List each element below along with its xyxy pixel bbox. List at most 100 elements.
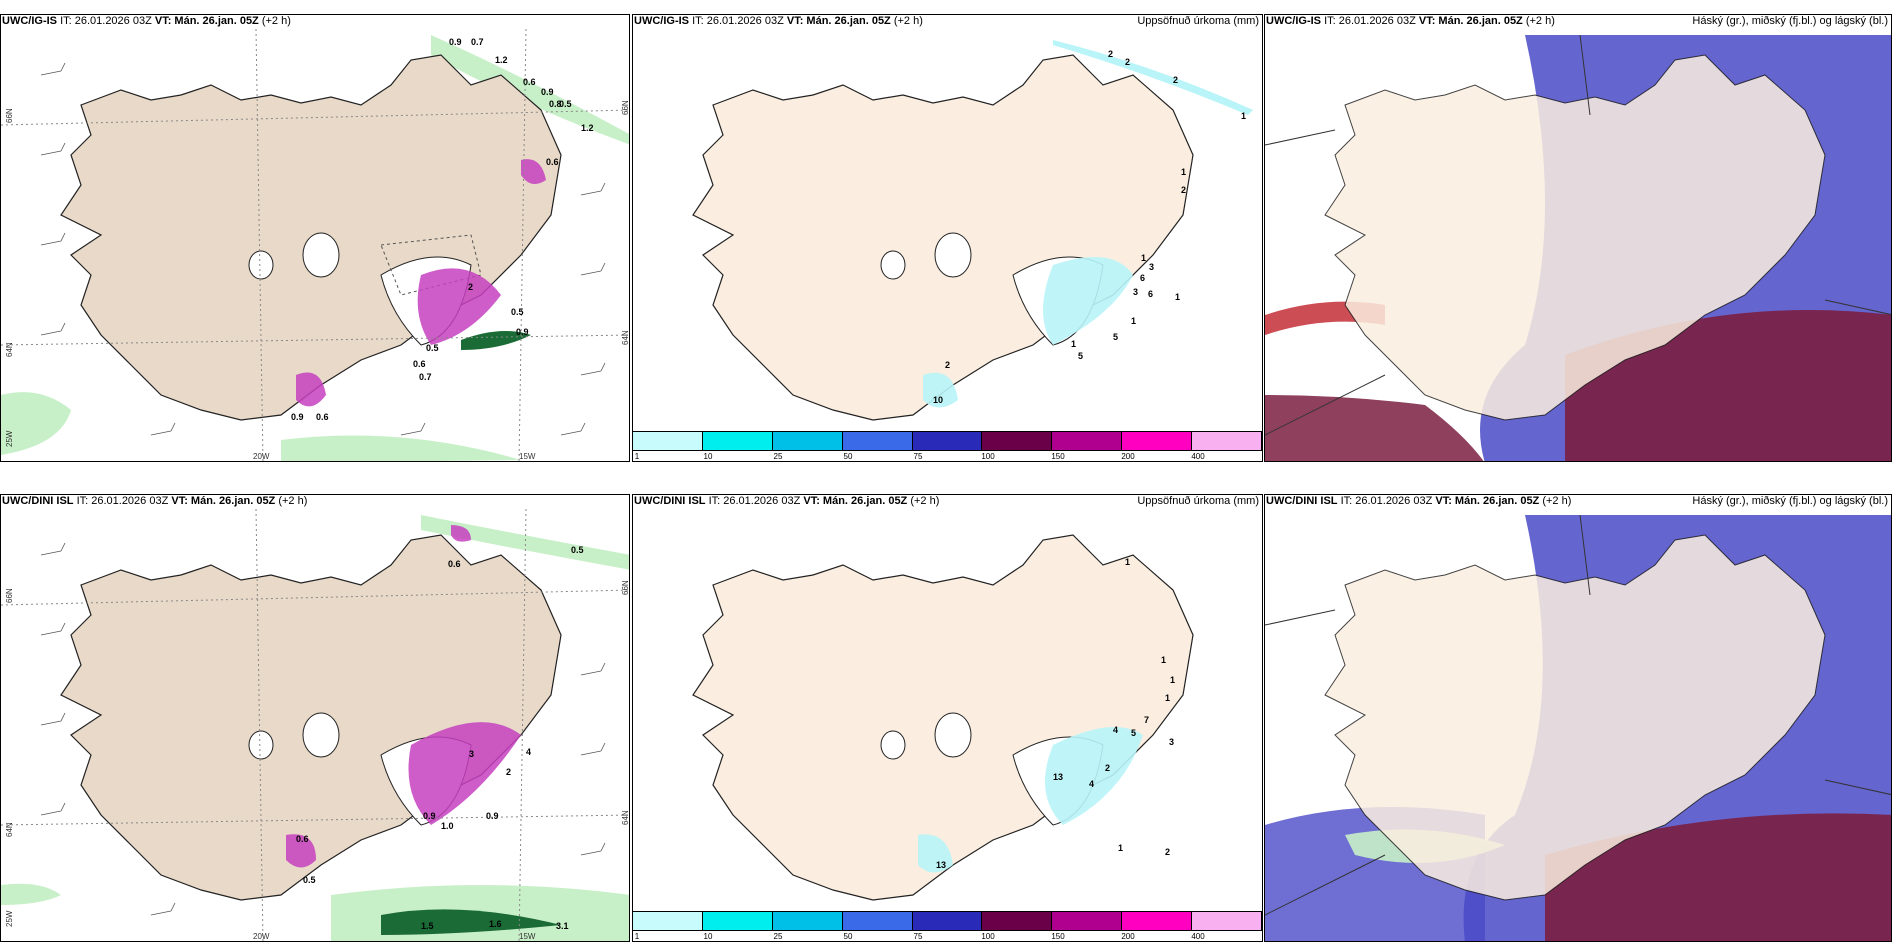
svg-text:1: 1 — [1181, 167, 1186, 177]
lon-label-20w: 20W — [253, 932, 270, 941]
valid-time: VT: Mán. 26.jan. 05Z — [154, 15, 259, 27]
precip-map: 1 1 1 1 7 5 4 3 2 4 13 1 2 13 — [692, 534, 1194, 901]
map-panel-clouds-2: UWC/DINI ISL IT: 26.01.2026 03Z VT: Mán.… — [1264, 494, 1892, 942]
model-name: UWC/DINI ISL — [634, 495, 706, 507]
lon-label-15w: 15W — [519, 932, 536, 941]
iceland-landmass — [1324, 534, 1826, 901]
cbar-label: 1 — [634, 932, 640, 941]
cbar-seg — [1122, 912, 1193, 930]
cloud-map — [1265, 34, 1891, 461]
precip-values: 0.5 0.6 0.9 1.0 0.9 0.5 3 2 4 0.6 1.5 3.… — [296, 545, 584, 931]
forecast-offset: (+2 h) — [1525, 15, 1555, 27]
init-time: IT: 26.01.2026 03Z — [692, 15, 784, 27]
svg-text:2: 2 — [1108, 49, 1113, 59]
cbar-label: 25 — [773, 932, 783, 941]
svg-text:1: 1 — [1161, 655, 1166, 665]
colorbar-labels: 1 10 25 50 75 100 150 200 400 — [633, 451, 1262, 461]
lat-label-64n: 64N — [5, 822, 14, 837]
svg-text:1: 1 — [1141, 253, 1146, 263]
cbar-label: 75 — [913, 452, 923, 461]
svg-text:0.6: 0.6 — [296, 834, 309, 844]
svg-text:0.8: 0.8 — [549, 99, 562, 109]
svg-text:1: 1 — [1170, 675, 1175, 685]
forecast-offset: (+2 h) — [893, 15, 923, 27]
svg-text:3: 3 — [1133, 287, 1138, 297]
svg-text:6: 6 — [1140, 273, 1145, 283]
svg-text:0.5: 0.5 — [303, 875, 316, 885]
init-time: IT: 26.01.2026 03Z — [708, 495, 801, 507]
panel-title: UWC/DINI ISL IT: 26.01.2026 03Z VT: Mán.… — [2, 495, 307, 507]
svg-text:0.7: 0.7 — [419, 372, 432, 382]
init-time: IT: 26.01.2026 03Z — [60, 15, 152, 27]
init-time: IT: 26.01.2026 03Z — [1324, 15, 1416, 27]
cbar-label: 50 — [843, 452, 853, 461]
forecast-offset: (+2 h) — [910, 495, 940, 507]
cbar-seg — [1122, 432, 1193, 450]
svg-text:0.9: 0.9 — [423, 811, 436, 821]
forecast-offset: (+2 h) — [278, 495, 308, 507]
colorbar: 1 10 25 50 75 100 150 200 400 — [633, 911, 1262, 941]
svg-text:1: 1 — [1071, 339, 1076, 349]
wind-barbs — [40, 62, 606, 436]
cbar-label: 200 — [1121, 932, 1135, 941]
svg-text:1.5: 1.5 — [421, 921, 434, 931]
map-panel-precip-1: UWC/IG-IS IT: 26.01.2026 03Z VT: Mán. 26… — [632, 14, 1263, 462]
cbar-label: 75 — [913, 932, 923, 941]
precip-map: 2 2 2 1 1 2 1 3 6 3 6 1 1 5 1 5 2 10 — [692, 40, 1253, 421]
map-panel-wind-2: UWC/DINI ISL IT: 26.01.2026 03Z VT: Mán.… — [0, 494, 630, 942]
cbar-seg — [633, 912, 703, 930]
svg-text:13: 13 — [936, 860, 946, 870]
cloud-map — [1265, 514, 1891, 941]
lon-label-25w: 25W — [5, 430, 14, 447]
svg-text:2: 2 — [506, 767, 511, 777]
precip-values: 0.9 0.7 1.2 0.6 0.9 0.8 0.5 1.2 0.6 2 0.… — [291, 37, 594, 422]
svg-text:3: 3 — [1149, 262, 1154, 272]
svg-text:1.6: 1.6 — [489, 919, 502, 929]
svg-text:2: 2 — [1105, 763, 1110, 773]
cbar-seg — [912, 912, 983, 930]
panel-title: UWC/DINI ISL IT: 26.01.2026 03Z VT: Mán.… — [634, 495, 939, 507]
init-time: IT: 26.01.2026 03Z — [1340, 495, 1433, 507]
svg-text:7: 7 — [1144, 715, 1149, 725]
svg-text:0.6: 0.6 — [448, 559, 461, 569]
colorbar-swatches — [633, 431, 1262, 451]
panel-title: UWC/DINI ISL IT: 26.01.2026 03Z VT: Mán.… — [1266, 495, 1571, 507]
map-panel-wind-1: UWC/IG-IS IT: 26.01.2026 03Z VT: Mán. 26… — [0, 14, 630, 462]
wind-map: 0.5 0.6 0.9 1.0 0.9 0.5 3 2 4 0.6 1.5 3.… — [1, 508, 629, 941]
svg-text:13: 13 — [1053, 772, 1063, 782]
forecast-offset: (+2 h) — [1542, 495, 1572, 507]
svg-text:1: 1 — [1125, 557, 1130, 567]
cbar-seg — [1052, 432, 1123, 450]
svg-text:0.9: 0.9 — [486, 811, 499, 821]
svg-text:5: 5 — [1078, 351, 1083, 361]
valid-time: VT: Mán. 26.jan. 05Z — [1418, 15, 1523, 27]
cbar-label: 100 — [981, 452, 995, 461]
svg-text:5: 5 — [1131, 728, 1136, 738]
iceland-landmass — [1324, 54, 1826, 421]
colorbar-swatches — [633, 911, 1262, 931]
cbar-seg — [842, 912, 913, 930]
lat-label-right-66n: 66N — [621, 580, 630, 595]
map-panel-precip-2: UWC/DINI ISL IT: 26.01.2026 03Z VT: Mán.… — [632, 494, 1263, 942]
cbar-label: 100 — [981, 932, 995, 941]
cbar-label: 400 — [1191, 932, 1205, 941]
svg-text:2: 2 — [945, 360, 950, 370]
wind-map: 0.9 0.7 1.2 0.6 0.9 0.8 0.5 1.2 0.6 2 0.… — [1, 28, 629, 461]
model-name: UWC/IG-IS — [2, 15, 57, 27]
cbar-seg — [1192, 912, 1262, 930]
svg-text:0.6: 0.6 — [546, 157, 559, 167]
cbar-label: 150 — [1051, 932, 1065, 941]
wind-barbs — [40, 542, 606, 916]
svg-text:0.5: 0.5 — [559, 99, 572, 109]
model-name: UWC/DINI ISL — [2, 495, 74, 507]
svg-text:0.9: 0.9 — [449, 37, 462, 47]
svg-text:5: 5 — [1113, 332, 1118, 342]
map-panel-clouds-1: UWC/IG-IS IT: 26.01.2026 03Z VT: Mán. 26… — [1264, 14, 1892, 462]
svg-text:3: 3 — [469, 749, 474, 759]
lat-label-66n: 66N — [5, 588, 14, 603]
colorbar-labels: 1 10 25 50 75 100 150 200 400 — [633, 931, 1262, 941]
model-name: UWC/DINI ISL — [1266, 495, 1338, 507]
lon-label-20w: 20W — [253, 452, 270, 461]
svg-text:6: 6 — [1148, 289, 1153, 299]
svg-text:10: 10 — [933, 395, 943, 405]
